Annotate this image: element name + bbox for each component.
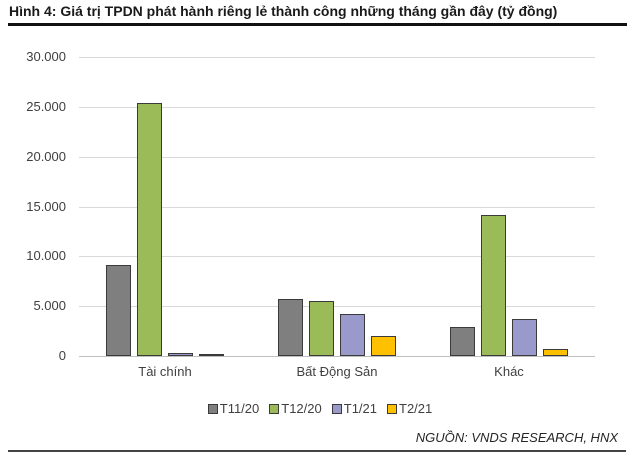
bar-t2-21 [199,354,224,356]
y-tick-label: 10.000 [26,248,66,263]
x-category-label: Tài chính [138,364,192,379]
y-tick-label: 15.000 [26,199,66,214]
bar-t2-21 [543,349,568,356]
legend-swatch-icon [387,403,397,414]
bar-t11-20 [450,327,475,356]
source-note: NGUỒN: VNDS RESEARCH, HNX [415,430,618,445]
bar-t1-21 [168,353,193,356]
plot-area: 0 5.000 10.000 15.000 20.000 25.000 30.000 Tài … [26,49,595,379]
x-category-label: Khác [494,364,524,379]
legend-label: T11/20 [219,401,260,416]
y-tick-label: 20.000 [26,149,66,164]
legend-item: T12/20 [269,401,322,416]
gridline [79,57,595,58]
gridline [79,306,595,307]
y-tick-label: 5.000 [33,298,66,313]
y-tick-label: 30.000 [26,49,66,64]
legend-item: T2/21 [387,401,432,416]
bar-t11-20 [106,265,131,356]
bar-t2-21 [371,336,396,356]
gridline [79,107,595,108]
gridline [79,256,595,257]
legend-label: T12/20 [281,401,322,416]
legend: T11/20 T12/20 T1/21 T2/21 [0,401,640,417]
x-axis-line [79,356,595,357]
legend-swatch-icon [207,403,218,414]
bar-t12-20 [137,103,162,356]
bar-t12-20 [481,215,506,356]
legend-label: T1/21 [343,401,377,416]
bar-t11-20 [278,299,303,356]
legend-item: T11/20 [207,401,260,416]
legend-swatch-icon [331,403,342,414]
legend-swatch-icon [269,403,280,414]
gridline [79,207,595,208]
bar-t1-21 [512,319,537,356]
top-divider [8,23,627,26]
gridline [79,157,595,158]
bar-t12-20 [309,301,334,356]
x-category-label: Bất Động Sản [296,364,378,379]
bar-t1-21 [340,314,365,356]
legend-item: T1/21 [331,401,377,416]
bottom-divider [8,450,626,452]
y-tick-label: 25.000 [26,99,66,114]
y-tick-label: 0 [58,348,66,363]
legend-label: T2/21 [399,401,433,416]
chart-title: Hình 4: Giá trị TPDN phát hành riêng lẻ … [9,3,558,19]
